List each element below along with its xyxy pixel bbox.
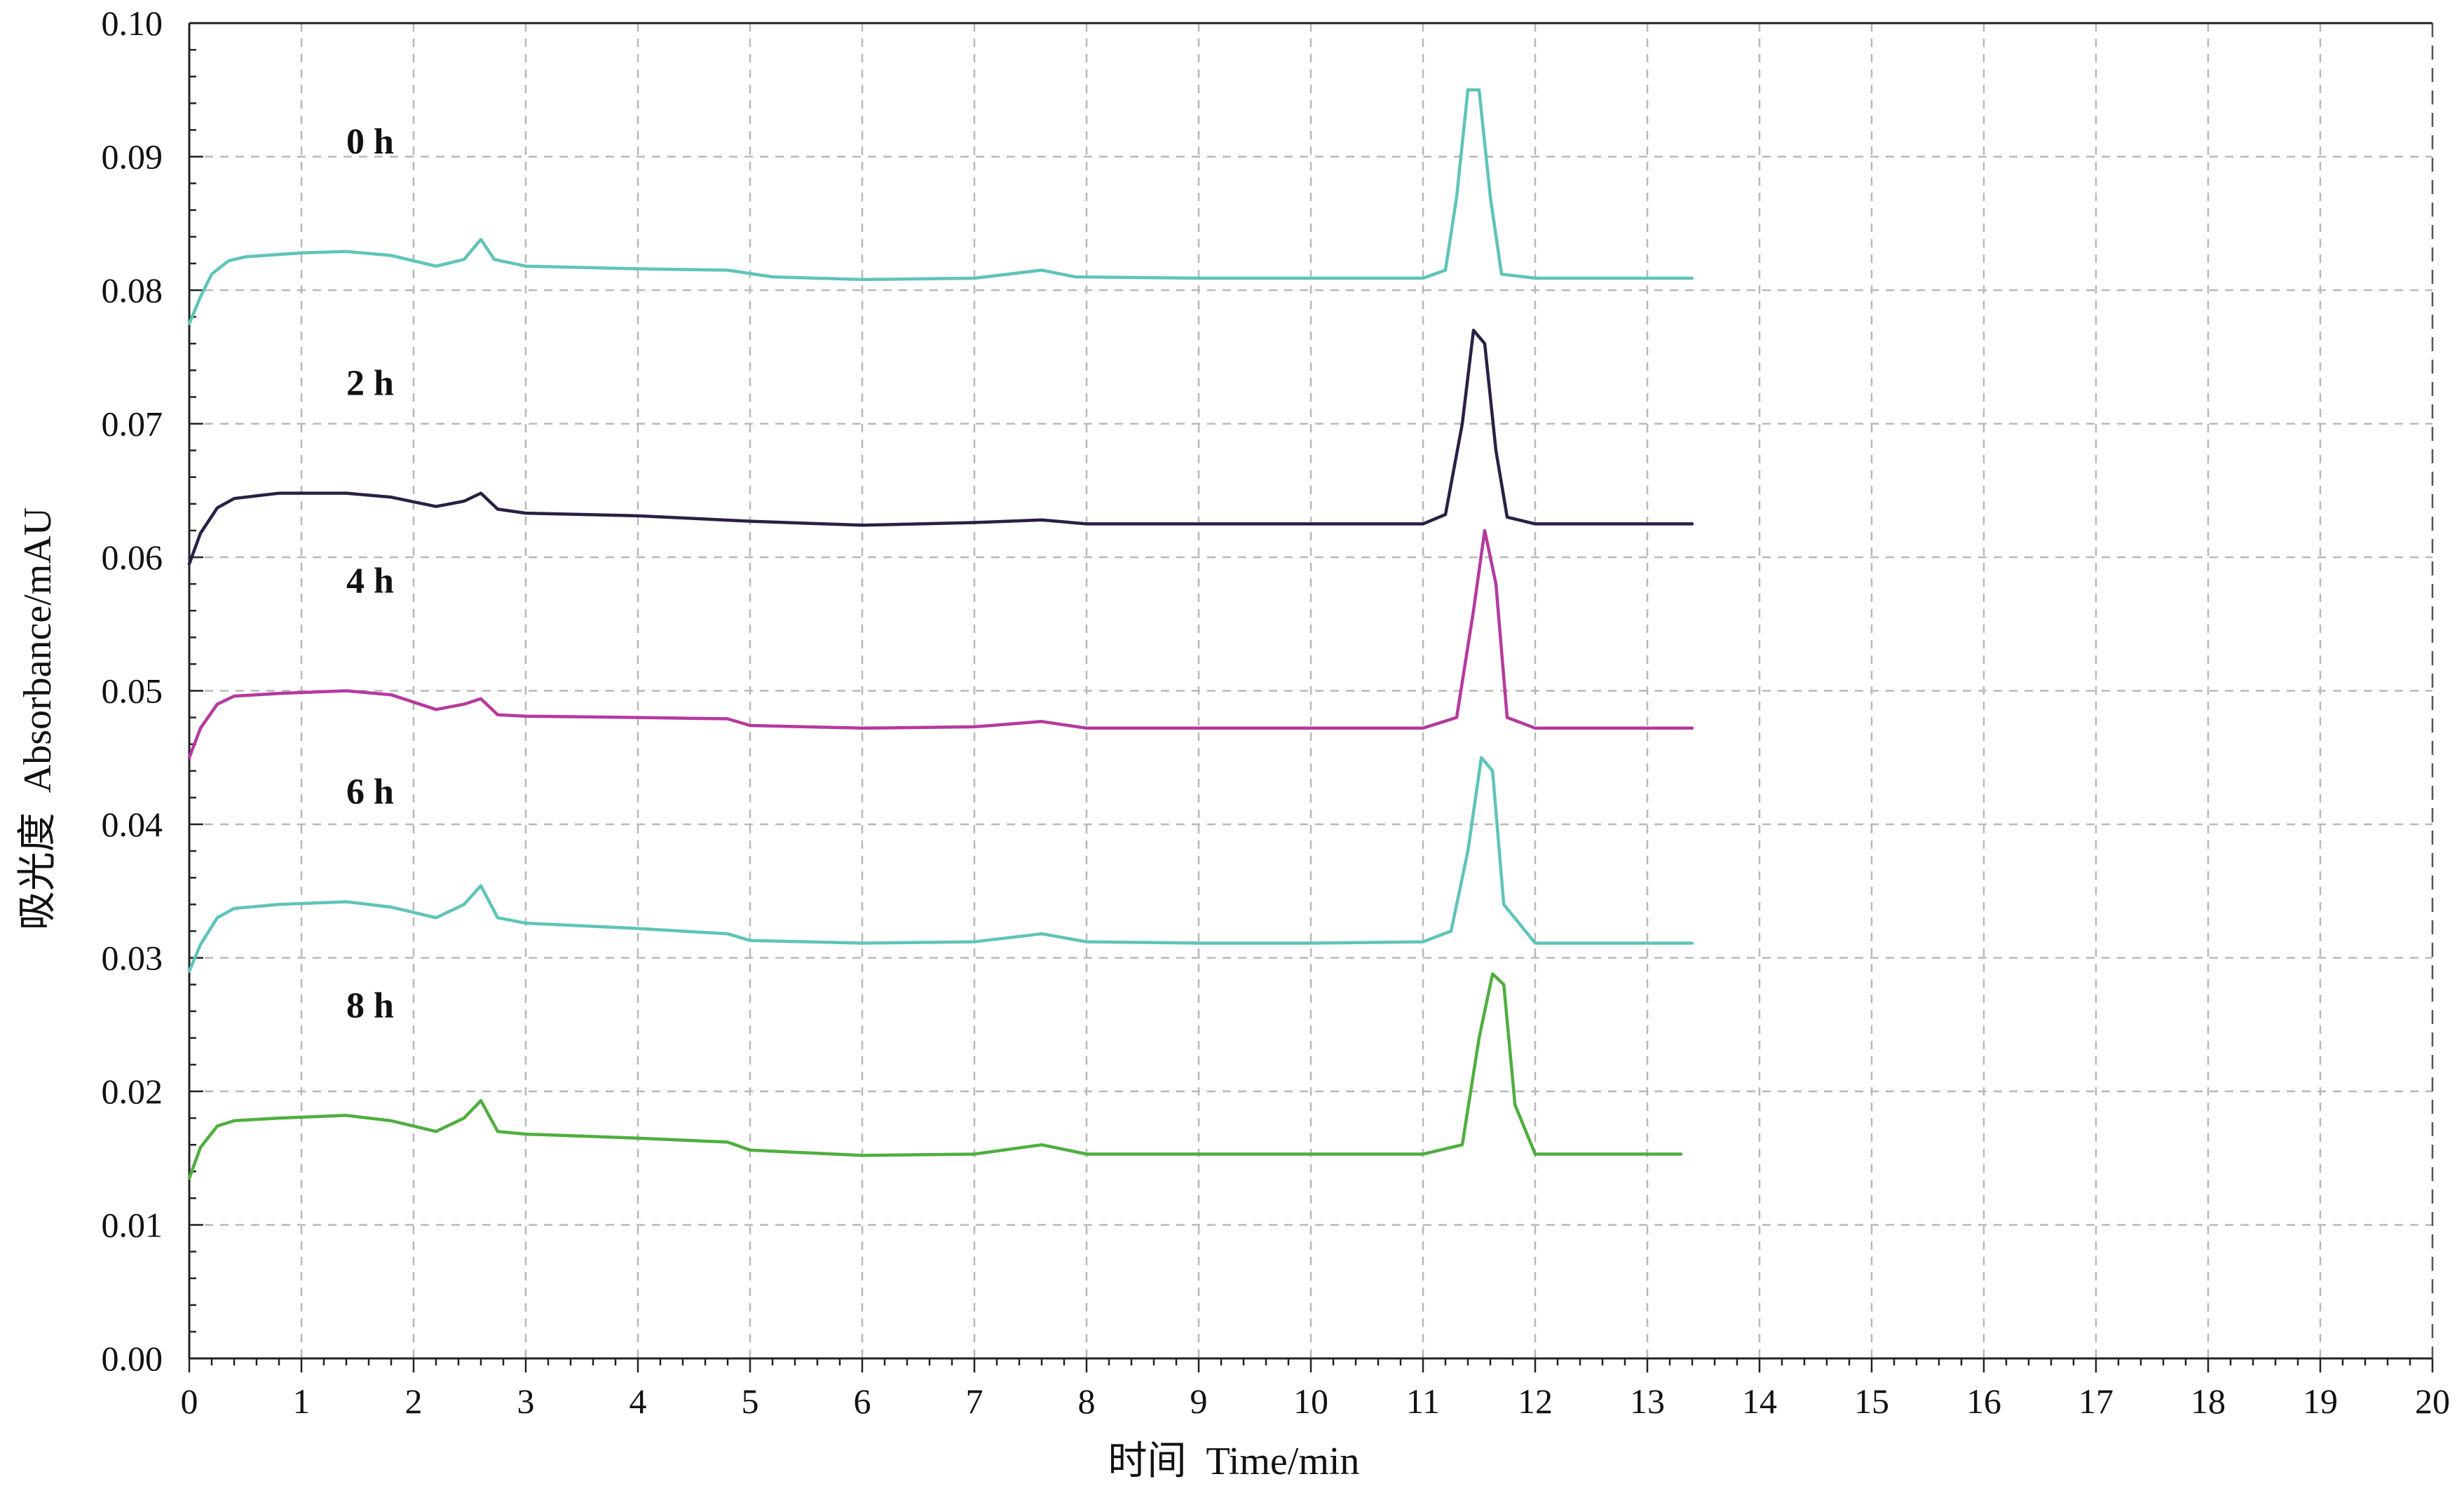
series-label: 6 h — [346, 772, 394, 812]
x-tick-label: 20 — [2415, 1382, 2450, 1421]
y-tick-label: 0.06 — [102, 538, 163, 577]
y-tick-label: 0.02 — [102, 1072, 163, 1111]
x-tick-label: 11 — [1406, 1382, 1440, 1421]
x-tick-label: 19 — [2303, 1382, 2338, 1421]
y-tick-label: 0.00 — [102, 1339, 163, 1378]
series-line-4h — [187, 529, 1694, 760]
series-label: 8 h — [346, 986, 394, 1025]
y-tick-label: 0.05 — [102, 672, 163, 711]
series-group — [187, 88, 1694, 1180]
x-tick-label: 8 — [1078, 1382, 1096, 1421]
x-tick-label: 9 — [1190, 1382, 1208, 1421]
y-axis-label: 吸光度 Absorbance/mAU — [16, 507, 60, 930]
x-tick-label: 6 — [854, 1382, 871, 1421]
grid — [189, 23, 2432, 1358]
series-line-2h — [187, 328, 1694, 566]
y-tick-label: 0.08 — [102, 271, 163, 310]
x-tick-label: 14 — [1742, 1382, 1777, 1421]
series-label: 2 h — [346, 364, 394, 404]
x-tick-label: 17 — [2078, 1382, 2114, 1421]
x-tick-label: 18 — [2191, 1382, 2226, 1421]
y-tick-label: 0.09 — [102, 137, 163, 177]
labels: 时间 Time/min 吸光度 Absorbance/mAU 0 h 2 h 4 h 6 … — [16, 122, 1360, 1483]
x-tick-label: 10 — [1293, 1382, 1328, 1421]
series-label: 0 h — [346, 122, 394, 162]
x-tick-label: 16 — [1966, 1382, 2001, 1421]
x-tick-label: 7 — [966, 1382, 983, 1421]
series-line-0h — [187, 88, 1694, 325]
series-label: 4 h — [346, 561, 394, 601]
x-tick-label: 12 — [1518, 1382, 1553, 1421]
x-tick-label: 13 — [1630, 1382, 1665, 1421]
y-tick-label: 0.03 — [102, 939, 163, 978]
x-tick-label: 15 — [1854, 1382, 1889, 1421]
x-tick-label: 4 — [629, 1382, 647, 1421]
y-tick-label: 0.10 — [102, 4, 163, 43]
y-tick-label: 0.01 — [102, 1206, 163, 1245]
series-line-6h — [187, 756, 1694, 973]
x-tick-label: 3 — [517, 1382, 535, 1421]
x-tick-label: 0 — [181, 1382, 198, 1421]
x-tick-label: 5 — [742, 1382, 759, 1421]
y-tick-label: 0.04 — [102, 805, 163, 844]
series-line-8h — [187, 972, 1683, 1180]
axes: 0 1 2 3 4 5 6 7 8 9 10 11 12 13 14 15 16 17 18 19 200.000.01… — [102, 4, 2451, 1421]
x-tick-label: 2 — [405, 1382, 423, 1421]
x-axis-label: 时间 Time/min — [1108, 1440, 1360, 1482]
y-tick-label: 0.07 — [102, 404, 163, 444]
x-tick-label: 1 — [293, 1382, 311, 1421]
